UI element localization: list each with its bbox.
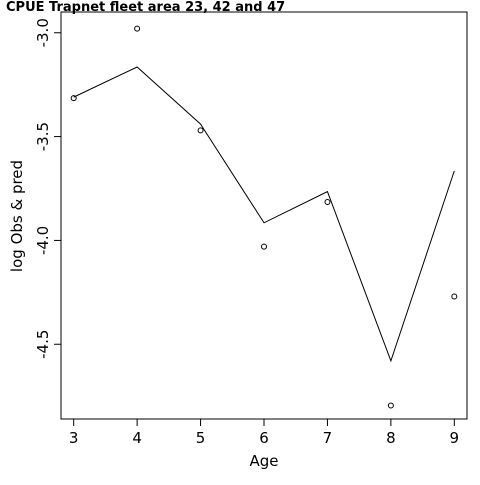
x-axis: 3 4 5 6 7 8 9 [69,419,459,447]
x-tick-label: 8 [386,429,396,447]
predicted-line [73,66,455,363]
observed-point [197,127,204,134]
observed-point [387,402,394,409]
observed-point [261,243,267,250]
series-layer [70,25,458,409]
x-tick-label: 6 [259,429,269,447]
y-tick-label: -3.5 [34,122,52,151]
y-axis-label: log Obs & pred [8,160,26,272]
y-axis: -3.0 -3.5 -4.0 -4.5 [34,18,61,359]
observed-point [451,293,458,300]
x-tick-label: 4 [132,429,142,447]
y-tick-label: -4.0 [34,226,52,255]
x-axis-label: Age [249,452,278,470]
x-tick-label: 5 [196,429,206,447]
observed-point [70,95,77,102]
y-tick-label: -3.0 [34,18,52,47]
x-tick-label: 9 [450,429,460,447]
chart-title: CPUE Trapnet fleet area 23, 42 and 47 [6,0,285,15]
observed-point [134,25,141,32]
y-tick-label: -4.5 [34,330,52,359]
observed-point [324,199,331,206]
x-tick-label: 7 [323,429,333,447]
x-tick-label: 3 [69,429,79,447]
